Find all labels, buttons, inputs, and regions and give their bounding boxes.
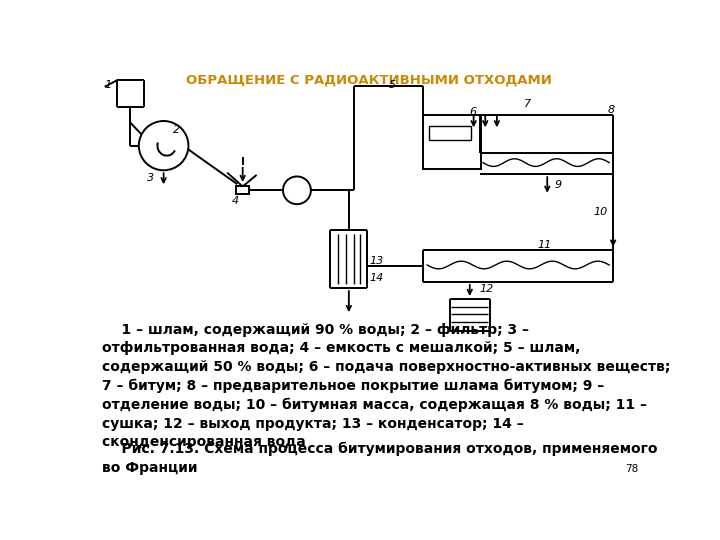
Text: 5: 5 xyxy=(388,80,395,90)
Text: 1 – шлам, содержащий 90 % воды; 2 – фильтр; 3 –
отфильтрованная вода; 4 – емкост: 1 – шлам, содержащий 90 % воды; 2 – филь… xyxy=(102,323,670,449)
Bar xyxy=(236,186,249,194)
Text: 12: 12 xyxy=(480,284,494,294)
Bar xyxy=(423,115,482,168)
Text: 1: 1 xyxy=(104,80,112,90)
Text: 7: 7 xyxy=(524,99,531,110)
Text: 13: 13 xyxy=(369,256,383,266)
Text: 4: 4 xyxy=(232,195,239,206)
Text: Рис. 7.13. Схема процесса битумирования отходов, применяемого
во Франции: Рис. 7.13. Схема процесса битумирования … xyxy=(102,442,657,475)
Text: 8: 8 xyxy=(608,105,615,115)
Text: ОБРАЩЕНИЕ С РАДИОАКТИВНЫМИ ОТХОДАМИ: ОБРАЩЕНИЕ С РАДИОАКТИВНЫМИ ОТХОДАМИ xyxy=(186,73,552,86)
Text: 10: 10 xyxy=(594,207,608,217)
Text: 6: 6 xyxy=(469,107,477,117)
Text: 78: 78 xyxy=(626,464,639,475)
Text: 11: 11 xyxy=(538,240,552,251)
Text: 2: 2 xyxy=(173,125,180,135)
Text: 9: 9 xyxy=(555,180,562,190)
Text: 14: 14 xyxy=(369,273,383,283)
Bar xyxy=(429,126,471,140)
Text: 3: 3 xyxy=(148,173,155,183)
